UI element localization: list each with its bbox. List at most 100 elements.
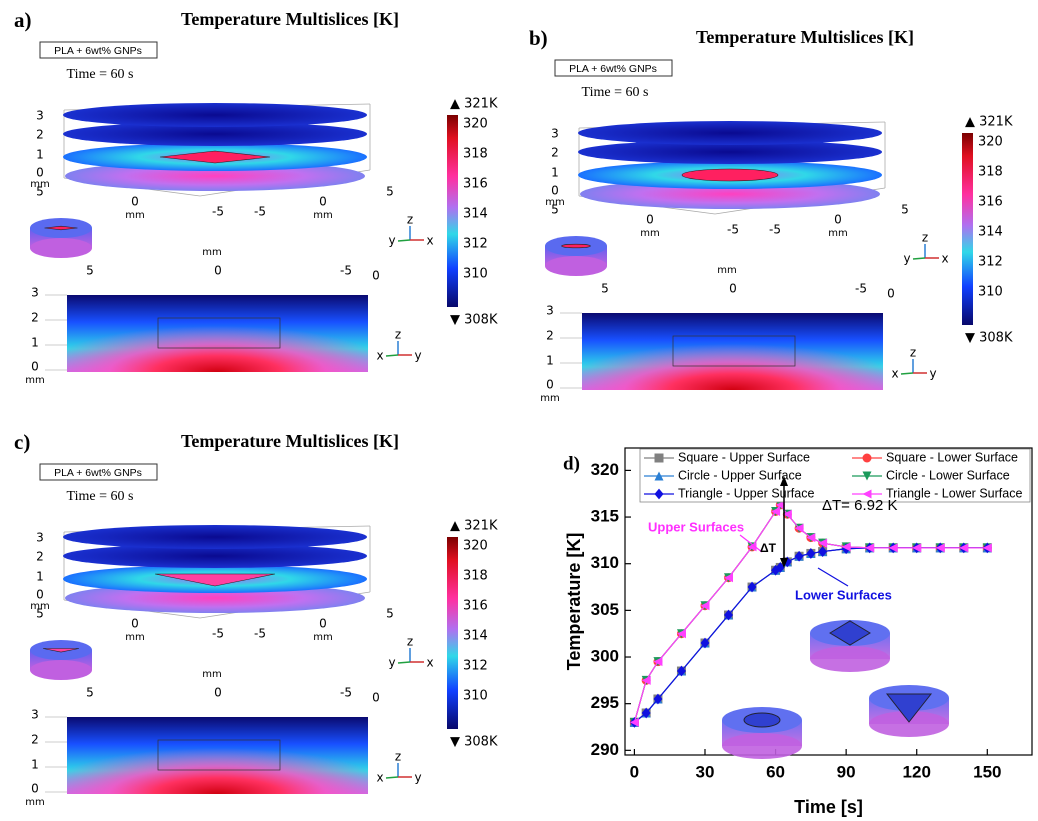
inset-bottom [30, 660, 92, 680]
marker [782, 509, 792, 519]
legend-label: Triangle - Lower Surface [886, 486, 1022, 500]
x-tick-label: 5 [36, 607, 44, 621]
render-panel: c) Temperature Multislices [K] PLA + 6wt% … [14, 430, 498, 808]
section-x-tick: -5 [855, 282, 867, 296]
inset-circle [743, 712, 781, 728]
panel-label: c) [14, 430, 30, 454]
marker [888, 543, 898, 553]
z-unit: mm [30, 601, 49, 612]
section-x-tick: 0 [214, 686, 222, 700]
marker [747, 581, 757, 593]
triad-label: y [388, 234, 395, 248]
slice-2 [63, 122, 367, 146]
colorbar [447, 115, 458, 307]
triad-axis [397, 661, 411, 664]
annotation: Lower Surfaces [795, 587, 892, 602]
panel-label: d) [563, 453, 580, 474]
section-x-tick: 0 [372, 269, 380, 283]
panel-title: Temperature Multislices [K] [181, 9, 399, 29]
y-unit: mm [313, 210, 332, 221]
section-z-tick: 3 [31, 286, 39, 300]
section-z-tick: 0 [31, 782, 39, 796]
inset-bottom [869, 711, 949, 737]
y-tick-label: -5 [769, 223, 781, 237]
colorbar-tick: 316 [463, 599, 488, 614]
triad-axis [385, 354, 399, 357]
section-outline [157, 739, 281, 771]
marker [629, 717, 639, 727]
colorbar-min: ▼ 308K [450, 313, 498, 328]
marker [775, 562, 785, 573]
section-x-tick: 5 [86, 686, 94, 700]
colorbar-tick: 320 [463, 117, 488, 132]
triad-label: x [376, 349, 383, 363]
section-z-tick: 3 [31, 708, 39, 722]
section-x-tick: 0 [729, 282, 737, 296]
z-tick-label: 3 [551, 127, 559, 141]
x-tick-label: 5 [551, 203, 559, 217]
triad-label: x [426, 234, 433, 248]
colorbar-tick: 310 [463, 689, 488, 704]
plot-frame [624, 447, 1033, 756]
time-label: Time = 60 s [67, 67, 134, 82]
y-tick-label: -5 [254, 205, 266, 219]
section-x-tick: 0 [214, 264, 222, 278]
slice-2 [63, 544, 367, 568]
triad-label: z [922, 231, 928, 245]
triad-label: y [903, 252, 910, 266]
inset-bottom [30, 238, 92, 258]
section-z-tick: 0 [546, 378, 554, 392]
marker [865, 543, 875, 553]
y-unit: mm [313, 632, 332, 643]
z-tick-label: 2 [551, 146, 559, 160]
marker [818, 546, 828, 557]
section-z-tick: 1 [31, 758, 39, 772]
colorbar-tick: 318 [978, 165, 1003, 180]
section-z-tick: 1 [546, 354, 554, 368]
x-tick-label: 60 [766, 762, 785, 781]
time-label: Time = 60 s [67, 489, 134, 504]
inset-triangle [885, 693, 933, 723]
colorbar-max: ▲ 321K [450, 519, 498, 534]
x-tick-label: 0 [630, 762, 639, 781]
slice-0 [63, 103, 367, 127]
z-tick-label: 0 [36, 588, 44, 602]
x-unit: mm [640, 228, 659, 239]
x-tick-label: 120 [903, 762, 931, 781]
triad-label: z [395, 328, 401, 342]
inset-bottom [810, 646, 890, 672]
panel-label: a) [14, 8, 32, 32]
legend-label: Triangle - Upper Surface [678, 486, 814, 500]
chart: d) 290 295 300 305 310 315 320 0 30 60 90 120 150 Time… [563, 447, 1033, 817]
y-tick-label: 0 [834, 213, 842, 227]
colorbar-tick: 312 [463, 659, 488, 674]
colorbar-tick: 310 [463, 267, 488, 282]
section-z-unit: mm [540, 393, 559, 404]
triad-label: z [407, 635, 413, 649]
y-tick-label: 315 [591, 507, 619, 526]
material-box [554, 59, 673, 77]
y-tick-label: -5 [254, 627, 266, 641]
slice-2 [578, 140, 882, 164]
section-z-tick: 1 [31, 336, 39, 350]
marker [794, 523, 804, 533]
section-z-tick: 2 [546, 329, 554, 343]
colorbar-max: ▲ 321K [965, 115, 1013, 130]
hot-circle [561, 243, 591, 249]
section-x-tick: 0 [372, 691, 380, 705]
hot-square [44, 225, 78, 231]
y-tick-label: 5 [386, 185, 394, 199]
section-x-tick: 5 [601, 282, 609, 296]
colorbar-tick: 314 [463, 629, 488, 644]
material-label: PLA + 6wt% GNPs [54, 45, 142, 57]
section-hot [67, 295, 368, 372]
colorbar-tick: 320 [463, 539, 488, 554]
triad-axis [385, 776, 399, 779]
marker [654, 453, 664, 463]
triad-label: x [891, 367, 898, 381]
marker [653, 657, 663, 667]
z-tick-label: 1 [551, 166, 559, 180]
section-x-unit: mm [202, 669, 221, 680]
marker [862, 453, 872, 463]
y-tick-label: 5 [901, 203, 909, 217]
